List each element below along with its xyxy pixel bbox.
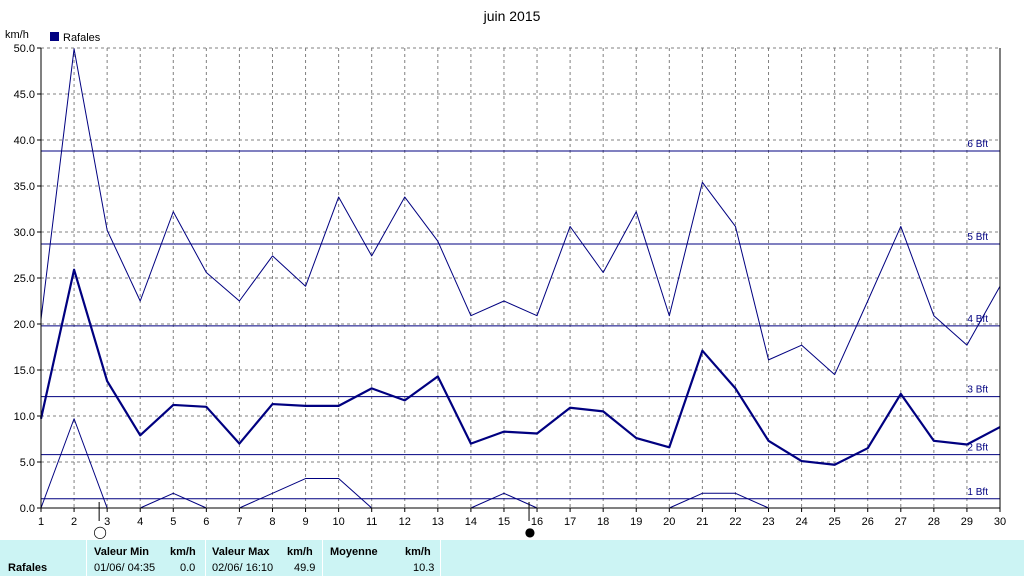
x-tick-label: 9 xyxy=(302,516,308,528)
max-value: 49.9 xyxy=(294,562,316,574)
x-tick-label: 12 xyxy=(399,516,411,528)
x-tick-label: 6 xyxy=(203,516,209,528)
y-tick-label: 50.0 xyxy=(14,43,35,55)
x-tick-label: 20 xyxy=(663,516,675,528)
footer-divider xyxy=(322,540,323,576)
beaufort-label: 3 Bft xyxy=(967,385,988,396)
beaufort-label: 6 Bft xyxy=(967,139,988,150)
x-tick-label: 10 xyxy=(332,516,344,528)
x-tick-label: 22 xyxy=(729,516,741,528)
x-tick-label: 26 xyxy=(862,516,874,528)
x-tick-label: 4 xyxy=(137,516,143,528)
x-tick-label: 5 xyxy=(170,516,176,528)
beaufort-label: 1 Bft xyxy=(967,487,988,498)
x-tick-label: 17 xyxy=(564,516,576,528)
x-tick-label: 15 xyxy=(498,516,510,528)
x-tick-label: 13 xyxy=(432,516,444,528)
x-tick-label: 30 xyxy=(994,516,1006,528)
footer-divider xyxy=(86,540,87,576)
x-tick-label: 21 xyxy=(696,516,708,528)
y-tick-label: 35.0 xyxy=(14,181,35,193)
x-tick-label: 23 xyxy=(762,516,774,528)
x-tick-label: 7 xyxy=(236,516,242,528)
x-tick-label: 11 xyxy=(366,516,377,528)
avg-unit: km/h xyxy=(405,546,431,558)
x-tick-label: 14 xyxy=(465,516,477,528)
max-date: 02/06/ 16:10 xyxy=(212,562,274,574)
avg-header: Moyenne xyxy=(330,546,378,558)
x-tick-label: 1 xyxy=(38,516,44,528)
moon-phase-icon: ◯ xyxy=(93,525,106,539)
x-tick-label: 3 xyxy=(104,516,110,528)
moon-phase-markers: ◯ ● xyxy=(93,502,535,539)
x-tick-label: 19 xyxy=(630,516,642,528)
beaufort-label: 4 Bft xyxy=(967,314,988,325)
x-tick-label: 29 xyxy=(961,516,973,528)
beaufort-lines: 1 Bft 2 Bft 3 Bft 4 Bft 5 Bft 6 Bft xyxy=(41,139,1000,500)
x-tick-label: 25 xyxy=(829,516,841,528)
y-tick-label: 0.0 xyxy=(20,503,35,515)
x-tick-label: 2 xyxy=(71,516,77,528)
chart-title: juin 2015 xyxy=(483,8,541,24)
y-tick-label: 10.0 xyxy=(14,411,35,423)
x-tick-label: 16 xyxy=(531,516,543,528)
beaufort-label: 5 Bft xyxy=(967,232,988,243)
axes xyxy=(37,47,1001,512)
legend-label: Rafales xyxy=(63,32,101,44)
x-tick-label: 27 xyxy=(895,516,907,528)
series-line-max xyxy=(40,48,1001,376)
footer-divider xyxy=(440,540,441,576)
series-lines xyxy=(39,48,1001,509)
y-axis-label: km/h xyxy=(5,29,29,41)
stats-footer: Rafales Valeur Min km/h 01/06/ 04:35 0.0… xyxy=(0,540,1024,576)
footer-divider xyxy=(205,540,206,576)
y-tick-label: 25.0 xyxy=(14,273,35,285)
min-value: 0.0 xyxy=(180,562,196,574)
moon-phase-icon: ● xyxy=(525,525,535,539)
min-unit: km/h xyxy=(170,546,196,558)
beaufort-label: 2 Bft xyxy=(967,443,988,454)
y-tick-label: 5.0 xyxy=(20,457,35,469)
min-header: Valeur Min xyxy=(94,546,150,558)
x-tick-label: 8 xyxy=(269,516,275,528)
y-tick-label: 30.0 xyxy=(14,227,35,239)
min-date: 01/06/ 04:35 xyxy=(94,562,156,574)
y-tick-label: 40.0 xyxy=(14,135,35,147)
x-tick-label: 18 xyxy=(597,516,609,528)
max-header: Valeur Max xyxy=(212,546,270,558)
avg-value: 10.3 xyxy=(413,562,435,574)
y-tick-label: 20.0 xyxy=(14,319,35,331)
y-tick-label: 15.0 xyxy=(14,365,35,377)
tick-labels: 1 2 3 4 5 6 7 8 9 10 11 12 13 14 15 16 17 18 19 20 21 22 23 24 2… xyxy=(14,43,1007,528)
grid xyxy=(41,47,1001,508)
footer-series-label: Rafales xyxy=(8,562,48,574)
x-tick-label: 24 xyxy=(795,516,807,528)
y-tick-label: 45.0 xyxy=(14,89,35,101)
series-line-mean xyxy=(39,268,1001,466)
x-tick-label: 28 xyxy=(928,516,940,528)
max-unit: km/h xyxy=(287,546,313,558)
legend-swatch xyxy=(50,32,59,41)
